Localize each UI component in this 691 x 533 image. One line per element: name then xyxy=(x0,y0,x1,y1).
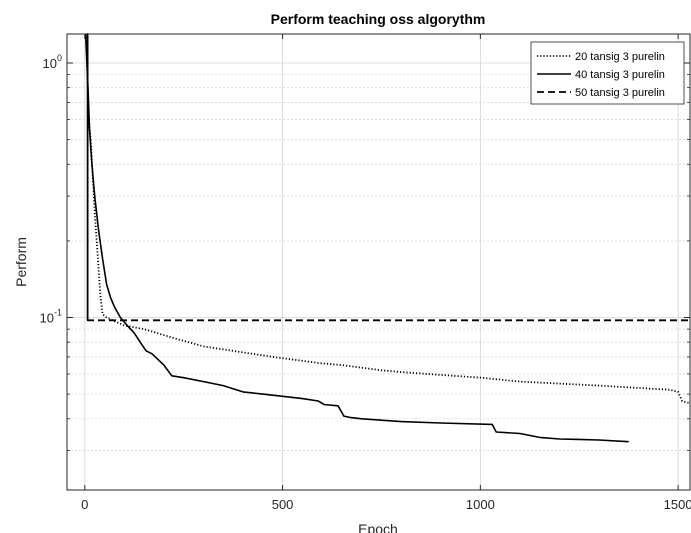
y-axis-label: Perform xyxy=(13,237,29,287)
axes-box xyxy=(66,33,691,491)
legend-box xyxy=(530,41,685,105)
series-line-solid xyxy=(84,33,629,443)
legend: 20 tansig 3 purelin 40 tansig 3 purelin 50… xyxy=(530,41,685,105)
x-tick-label: 0 xyxy=(81,497,88,512)
legend-label: 20 tansig 3 purelin xyxy=(575,51,665,63)
x-tick-label: 1000 xyxy=(466,497,495,512)
ticks: 0 500 1000 1500 10-1 100 xyxy=(40,34,691,512)
legend-label: 40 tansig 3 purelin xyxy=(575,69,665,81)
series-line-dotted xyxy=(85,33,691,405)
plot-area xyxy=(67,34,690,490)
y-tick-label: 10-1 xyxy=(40,308,62,326)
x-axis-label: Epoch xyxy=(358,521,398,533)
series-lines xyxy=(84,33,691,443)
legend-label: 50 tansig 3 purelin xyxy=(575,87,665,99)
chart-title: Perform teaching oss algorythm xyxy=(271,11,486,27)
series-line-dashed xyxy=(86,33,690,322)
x-tick-label: 500 xyxy=(272,497,294,512)
x-tick-label: 1500 xyxy=(664,497,691,512)
y-tick-label: 100 xyxy=(43,53,62,71)
